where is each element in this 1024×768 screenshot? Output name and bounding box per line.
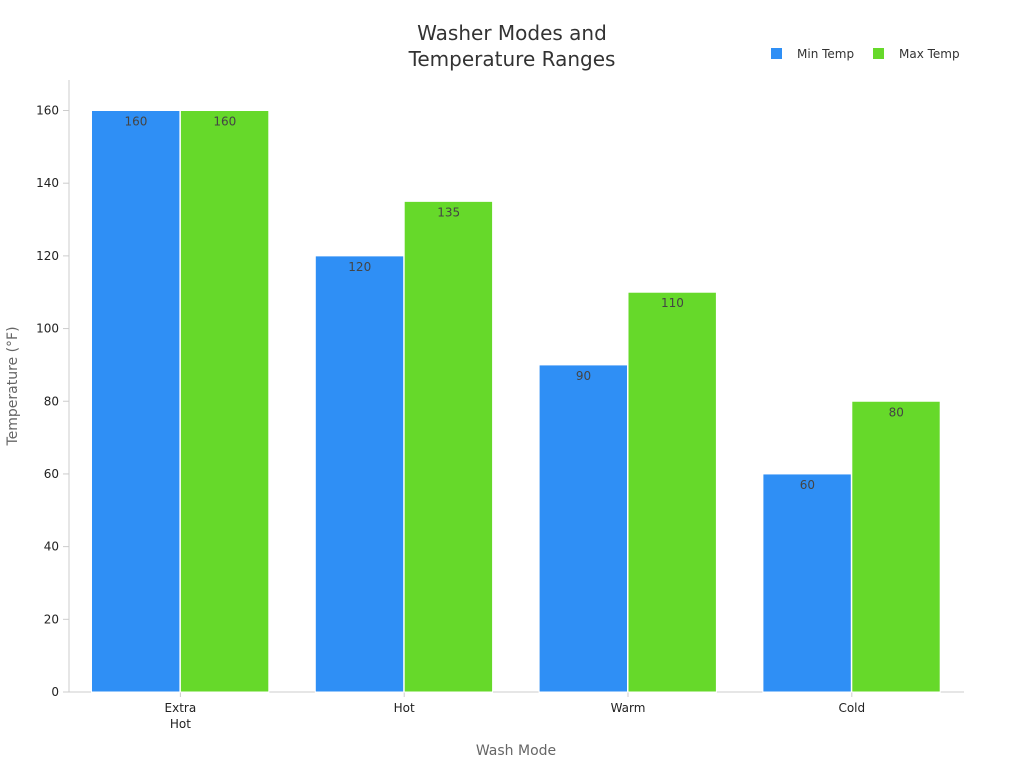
bar-max-temp (851, 400, 941, 693)
y-tick-label: 0 (51, 685, 59, 699)
data-labels: 160 160 120 135 90 110 60 80 (124, 115, 903, 492)
y-tick-label: 100 (36, 322, 59, 336)
bar-min-temp (91, 110, 181, 693)
legend-swatch-min-temp (771, 48, 782, 59)
bar-max-temp (179, 110, 270, 693)
legend: Min Temp Max Temp (771, 47, 960, 61)
x-tick-label: Hot (170, 717, 191, 731)
y-tick-label: 140 (36, 176, 59, 190)
y-axis-title: Temperature (°F) (5, 326, 21, 446)
y-tick-label: 20 (44, 612, 59, 626)
y-ticks: 0 20 40 60 80 100 120 140 160 (36, 104, 69, 699)
chart-title-line-1: Washer Modes and (417, 21, 607, 45)
x-ticks: Extra Hot Hot Warm Cold (165, 692, 865, 731)
y-tick-label: 160 (36, 104, 59, 118)
y-tick-label: 80 (44, 394, 59, 408)
bar-max-temp (403, 200, 494, 693)
data-label-min-temp: 90 (576, 369, 591, 383)
data-label-min-temp: 160 (124, 115, 147, 129)
chart-title-line-2: Temperature Ranges (408, 47, 616, 71)
legend-swatch-max-temp (873, 48, 884, 59)
bar-min-temp (314, 255, 405, 693)
x-axis-title: Wash Mode (476, 743, 556, 759)
x-tick-label: Extra (165, 701, 197, 715)
x-tick-label: Hot (394, 701, 415, 715)
x-tick-label: Warm (611, 701, 646, 715)
data-label-max-temp: 135 (437, 205, 460, 219)
y-tick-label: 40 (44, 540, 59, 554)
chart-title: Washer Modes and Temperature Ranges (408, 21, 616, 71)
legend-label-min-temp: Min Temp (797, 47, 854, 61)
bar-min-temp (762, 473, 852, 693)
y-tick-label: 120 (36, 249, 59, 263)
x-tick-label: Cold (838, 701, 865, 715)
data-label-min-temp: 60 (800, 478, 815, 492)
bar-min-temp (538, 364, 628, 693)
legend-label-max-temp: Max Temp (899, 47, 960, 61)
bars (91, 110, 941, 693)
data-label-max-temp: 80 (889, 405, 904, 419)
y-tick-label: 60 (44, 467, 59, 481)
data-label-max-temp: 110 (661, 296, 684, 310)
data-label-max-temp: 160 (213, 115, 236, 129)
bar-max-temp (627, 291, 717, 693)
data-label-min-temp: 120 (348, 260, 371, 274)
axes: 0 20 40 60 80 100 120 140 160 Extra Hot Hot Warm Col… (36, 80, 964, 731)
